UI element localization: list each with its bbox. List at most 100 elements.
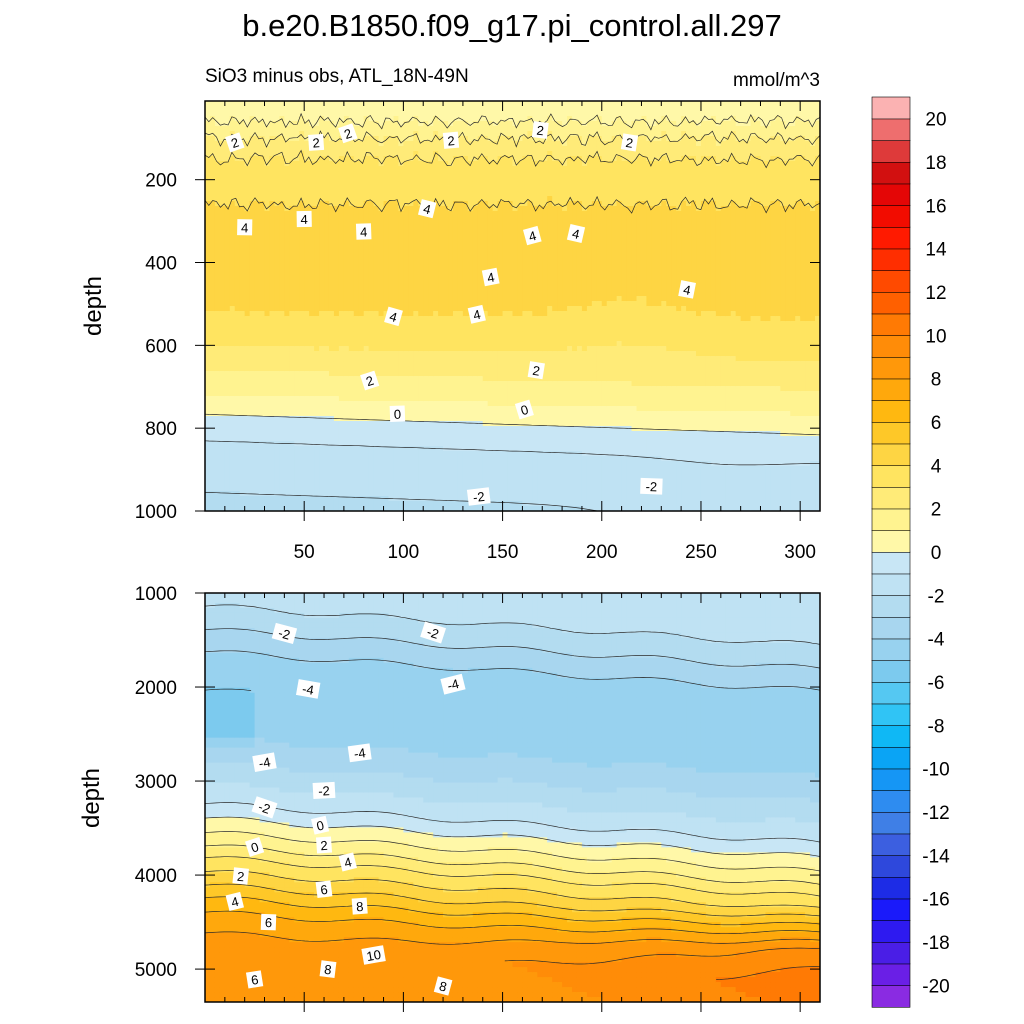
heat-cell (448, 236, 454, 242)
heat-cell (368, 181, 375, 187)
heat-cell (338, 271, 345, 277)
heat-cell (393, 336, 400, 342)
heat-cell (373, 256, 380, 262)
heat-cell (319, 331, 325, 337)
heat-cell (418, 191, 424, 197)
heat-cell (452, 336, 459, 342)
heat-cell (239, 501, 246, 507)
heat-cell (239, 276, 246, 282)
heat-cell (289, 501, 295, 507)
heat-cell (388, 431, 395, 437)
heat-cell (304, 356, 310, 362)
heat-cell (462, 326, 469, 332)
heat-cell (472, 166, 479, 172)
heat-cell (254, 146, 261, 152)
heat-cell (249, 201, 256, 207)
heat-cell (254, 456, 261, 462)
heat-cell (259, 306, 266, 312)
heat-cell (309, 196, 315, 202)
heat-cell (294, 361, 300, 367)
heat-cell (428, 301, 434, 307)
heat-cell (502, 406, 509, 412)
heat-cell (403, 316, 409, 322)
heat-cell (433, 111, 439, 117)
heat-cell (244, 471, 251, 477)
heat-cell (224, 456, 231, 462)
heat-cell (338, 286, 345, 292)
heat-cell (487, 351, 494, 357)
heat-cell (467, 486, 474, 492)
heat-cell (388, 421, 395, 427)
heat-cell (309, 351, 315, 357)
heat-cell (368, 196, 375, 202)
heat-cell (343, 186, 350, 192)
heat-cell (234, 491, 241, 497)
heat-cell (224, 221, 231, 227)
heat-cell (348, 256, 355, 262)
heat-cell (338, 401, 345, 407)
heat-cell (234, 111, 241, 117)
heat-cell (328, 451, 335, 457)
heat-cell (289, 451, 295, 457)
heat-cell (477, 161, 484, 167)
heat-cell (452, 441, 459, 447)
heat-cell (219, 146, 226, 152)
heat-cell (333, 196, 340, 202)
heat-cell (358, 191, 365, 197)
heat-cell (393, 216, 400, 222)
heat-cell (472, 156, 479, 162)
heat-cell (348, 441, 355, 447)
heat-cell (502, 321, 509, 327)
heat-cell (254, 356, 261, 362)
heat-cell (338, 436, 345, 442)
heat-cell (309, 226, 315, 232)
heat-cell (234, 151, 241, 157)
heat-cell (205, 386, 211, 392)
heat-cell (254, 101, 261, 107)
heat-cell (497, 321, 504, 327)
heat-cell (373, 471, 380, 477)
heat-cell (269, 491, 276, 497)
heat-cell (457, 266, 464, 272)
heat-cell (205, 491, 211, 497)
heat-cell (413, 411, 419, 417)
heat-cell (239, 261, 246, 267)
heat-cell (254, 476, 261, 482)
heat-cell (324, 481, 330, 487)
heat-cell (433, 281, 439, 287)
heat-cell (492, 386, 499, 392)
heat-cell (304, 421, 310, 427)
heat-cell (482, 506, 489, 511)
heat-cell (502, 336, 509, 342)
heat-cell (309, 106, 315, 112)
heat-cell (457, 221, 464, 227)
heat-cell (502, 431, 509, 437)
heat-cell (309, 341, 315, 347)
heat-cell (467, 466, 474, 472)
heat-cell (477, 446, 484, 452)
heat-cell (209, 126, 216, 132)
heat-cell (383, 356, 390, 362)
heat-cell (413, 271, 419, 277)
heat-cell (304, 366, 310, 372)
heat-cell (259, 281, 266, 287)
heat-cell (467, 321, 474, 327)
heat-cell (433, 471, 439, 477)
heat-cell (224, 121, 231, 127)
heat-cell (383, 361, 390, 367)
heat-cell (368, 296, 375, 302)
heat-cell (274, 266, 280, 272)
heat-cell (214, 311, 221, 317)
heat-cell (428, 371, 434, 377)
heat-cell (214, 106, 221, 112)
heat-cell (497, 271, 504, 277)
heat-cell (254, 201, 261, 207)
heat-cell (487, 176, 494, 182)
heat-cell (338, 311, 345, 317)
heat-cell (482, 436, 489, 442)
heat-cell (457, 191, 464, 197)
heat-cell (438, 266, 444, 272)
heat-cell (219, 471, 226, 477)
heat-cell (423, 286, 429, 292)
heat-cell (487, 131, 494, 137)
